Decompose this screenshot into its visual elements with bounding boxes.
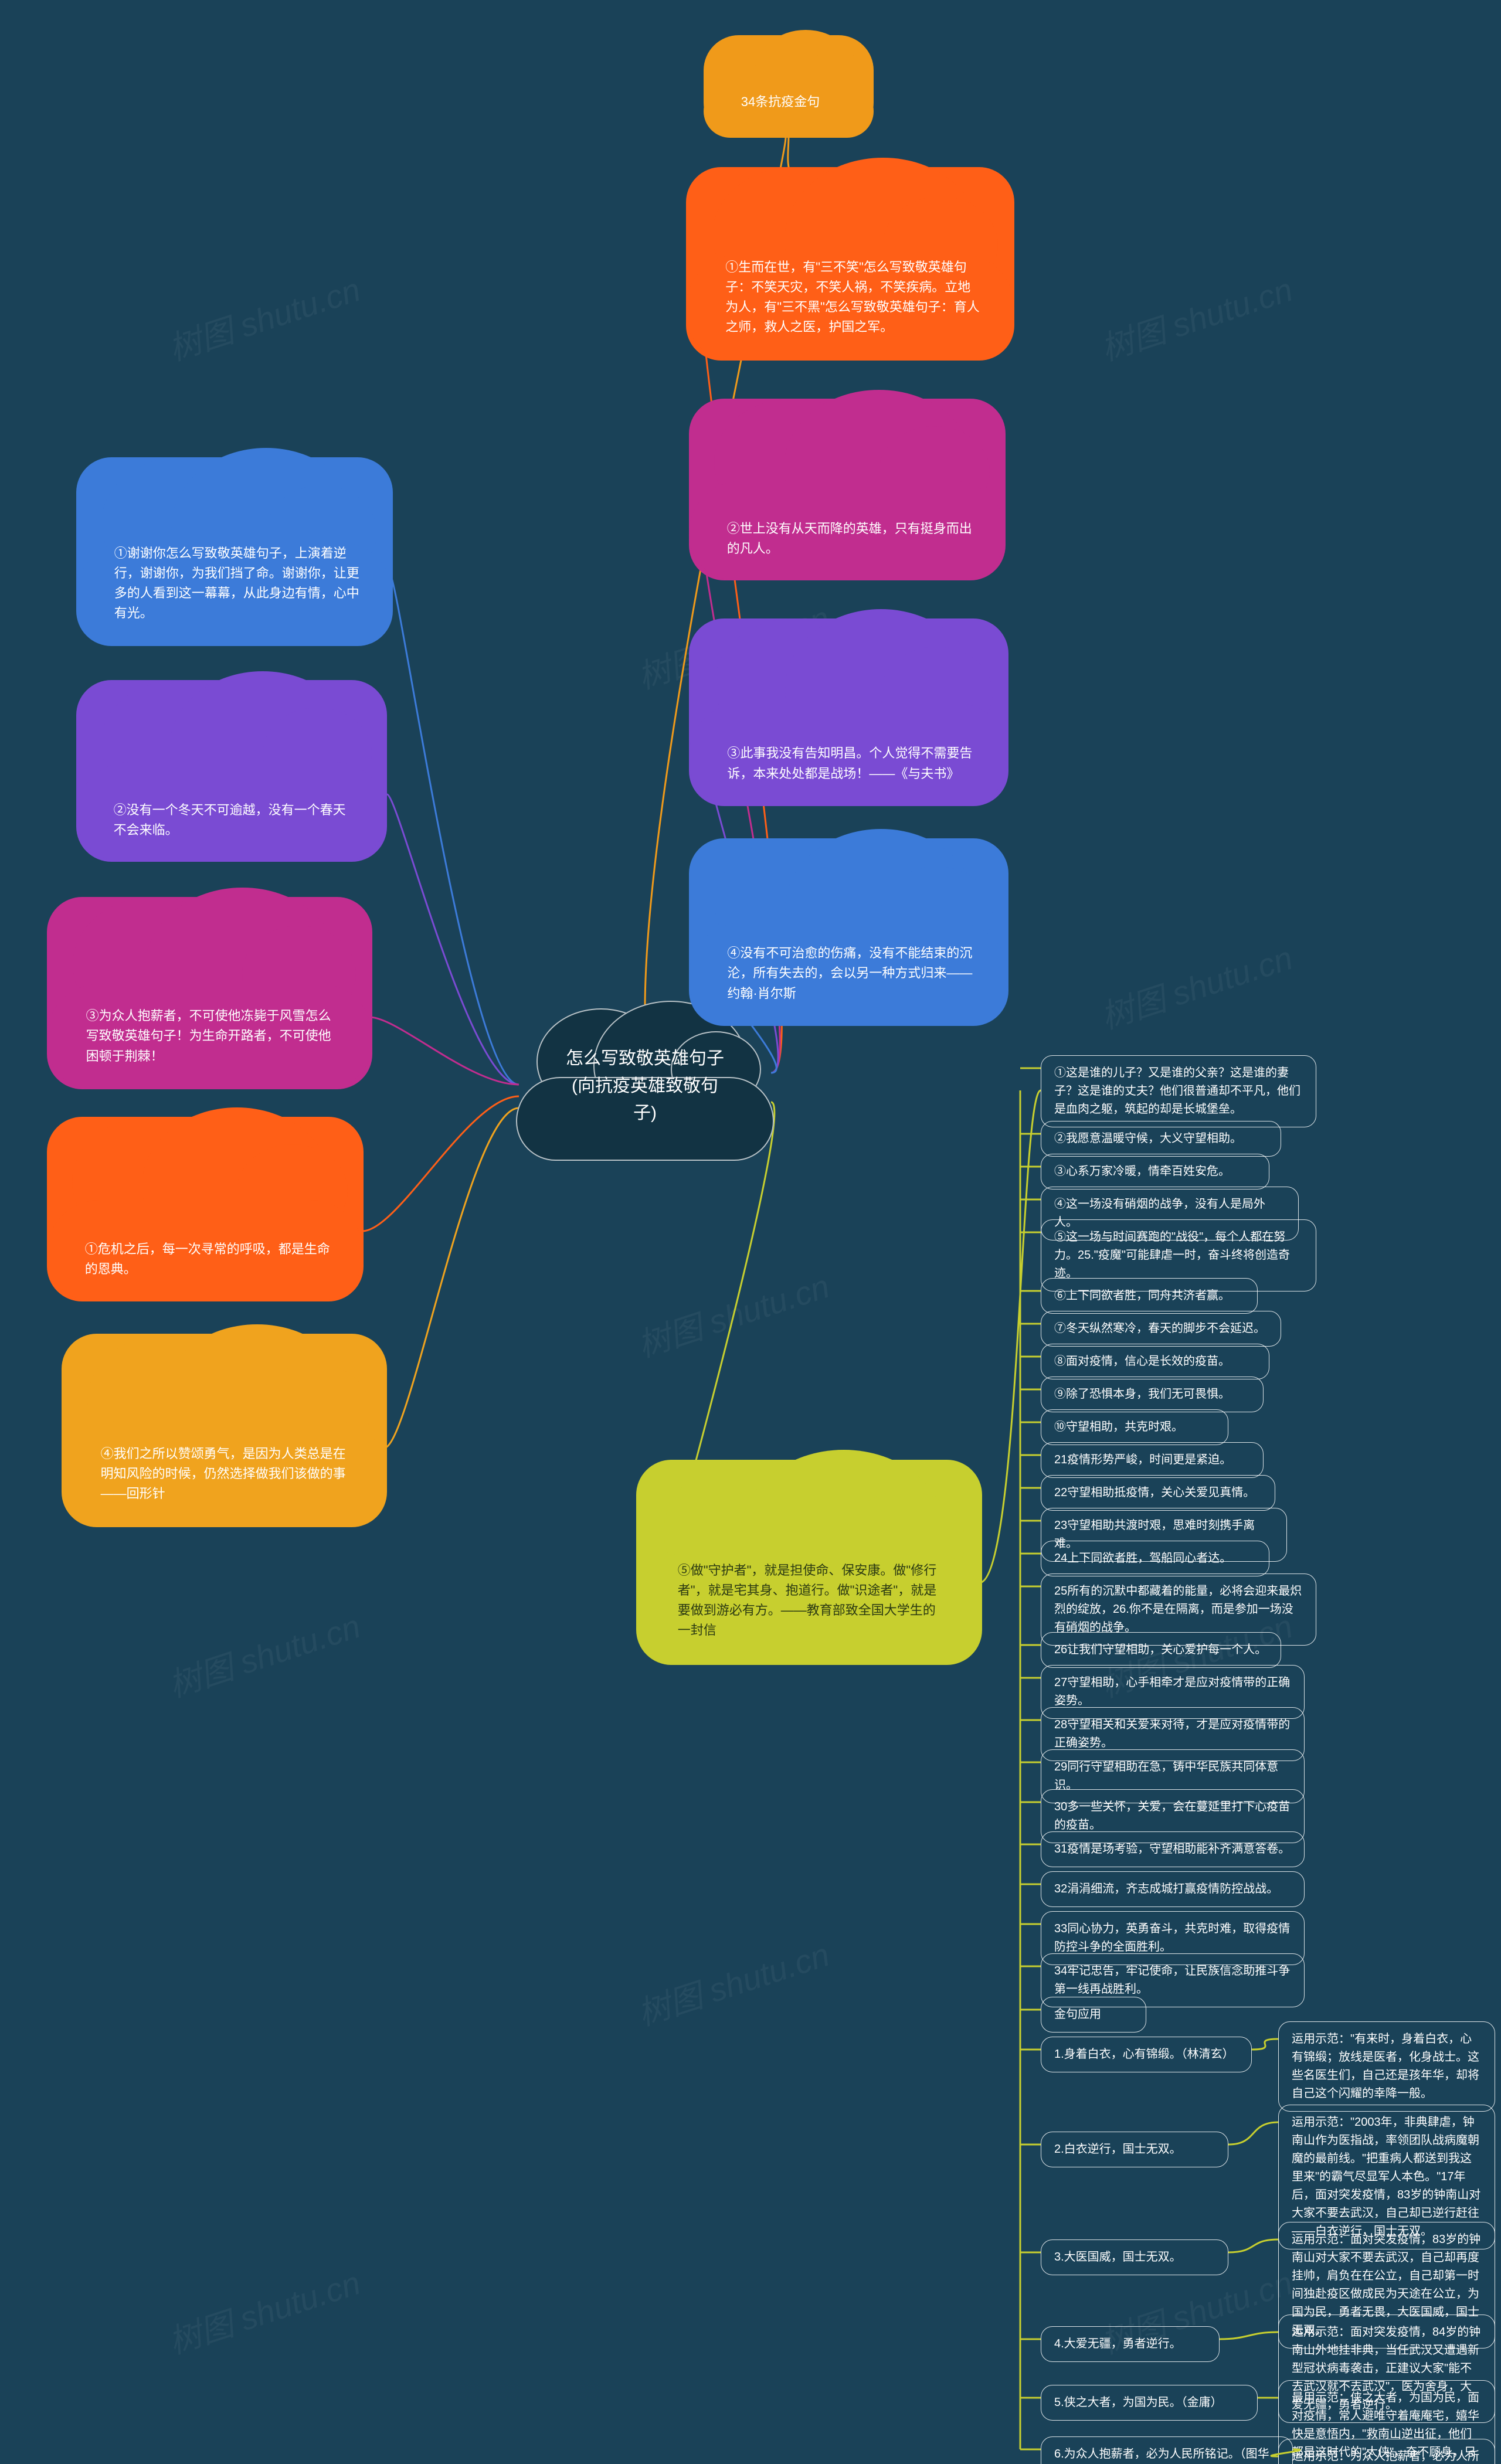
pill-node: 31疫情是场考验，守望相助能补齐满意答卷。	[1041, 1831, 1305, 1867]
pill-node: 5.侠之大者，为国为民。（金庸）	[1041, 2385, 1258, 2421]
cloud-label: ②没有一个冬天不可逾越，没有一个春天不会来临。	[114, 800, 356, 840]
cloud-left-3: ③为众人抱薪者，不可使他冻毙于风雪怎么写致敬英雄句子！为生命开路者，不可使他困顿…	[47, 897, 372, 1089]
pill-node: ⑨除了恐惧本身，我们无可畏惧。	[1041, 1377, 1264, 1412]
cloud-label: ③此事我没有告知明昌。个人觉得不需要告诉，本来处处都是战场！——《与夫书》	[727, 743, 976, 783]
pill-node: ⑥上下同欲者胜，同舟共济者赢。	[1041, 1278, 1258, 1314]
watermark: 树图 shutu.cn	[631, 1929, 835, 2035]
cloud-label: ④我们之所以赞颂勇气，是因为人类总是在明知风险的时候，仍然选择做我们该做的事——…	[101, 1444, 355, 1504]
mindmap-canvas: 树图 shutu.cn 树图 shutu.cn 树图 shutu.cn 树图 s…	[0, 0, 1501, 2464]
cloud-right-3: ③此事我没有告知明昌。个人觉得不需要告诉，本来处处都是战场！——《与夫书》	[689, 618, 1008, 806]
pill-node: ③心系万家冷暖，情牵百姓安危。	[1041, 1154, 1269, 1189]
watermark: 树图 shutu.cn	[1094, 264, 1298, 371]
watermark: 树图 shutu.cn	[162, 2257, 366, 2364]
pill-node: 1.身着白衣，心有锦缎。（林清玄）	[1041, 2037, 1252, 2072]
pill-node: 金句应用	[1041, 1997, 1146, 2033]
pill-node: ⑧面对疫情，信心是长效的疫苗。	[1041, 1344, 1269, 1379]
cloud-top-small: 34条抗疫金句	[704, 35, 874, 138]
cloud-label: ①生而在世，有"三不笑"怎么写致敬英雄句子：不笑天灾，不笑人祸，不笑疾病。立地为…	[725, 257, 982, 337]
pill-node: ①这是谁的儿子？又是谁的父亲？这是谁的妻子？这是谁的丈夫？他们很普通却不平凡，他…	[1041, 1055, 1316, 1127]
pill-node: 4.大爱无疆，勇者逆行。	[1041, 2326, 1220, 2362]
cloud-label: ①危机之后，每一次寻常的呼吸，都是生命的恩典。	[85, 1239, 332, 1279]
cloud-label: ④没有不可治愈的伤痛，没有不能结束的沉沦，所有失去的，会以另一种方式归来——约翰…	[727, 943, 976, 1003]
cloud-left-1: ①谢谢你怎么写致敬英雄句子，上演着逆行，谢谢你，为我们挡了命。谢谢你，让更多的人…	[76, 457, 393, 646]
cloud-right-5: ⑤做"守护者"，就是担使命、保安康。做"修行者"，就是宅其身、抱道行。做"识途者…	[636, 1460, 982, 1665]
cloud-label: ②世上没有从天而降的英雄，只有挺身而出的凡人。	[727, 519, 974, 559]
pill-usage-node: 运用示范：为众人抱薪者，必为人所铭记。成为民者，我们不会忘记，当这片上疫，我们知…	[1278, 2439, 1495, 2464]
pill-node: 26让我们守望相助，关心爱护每一个人。	[1041, 1632, 1281, 1668]
watermark: 树图 shutu.cn	[1094, 932, 1298, 1039]
pill-node: 2.白衣逆行，国士无双。	[1041, 2132, 1228, 2167]
cloud-left-2: ②没有一个冬天不可逾越，没有一个春天不会来临。	[76, 680, 387, 862]
pill-node: 6.为众人抱薪者，必为人民所铭记。（图华网）	[1041, 2436, 1293, 2464]
cloud-label: 34条抗疫金句	[741, 92, 857, 112]
center-topic: 怎么写致敬英雄句子(向抗疫英雄致敬句子)	[516, 1008, 774, 1161]
pill-node: ⑦冬天纵然寒冷，春天的脚步不会延迟。	[1041, 1311, 1281, 1347]
cloud-right-1: ①生而在世，有"三不笑"怎么写致敬英雄句子：不笑天灾，不笑人祸，不笑疾病。立地为…	[686, 167, 1014, 361]
pill-usage-node: 运用示范："有来时，身着白衣，心有锦缎；放线是医者，化身战士。这些名医生们，自己…	[1278, 2021, 1495, 2112]
cloud-left-4: ①危机之后，每一次寻常的呼吸，都是生命的恩典。	[47, 1117, 364, 1301]
cloud-left-5: ④我们之所以赞颂勇气，是因为人类总是在明知风险的时候，仍然选择做我们该做的事——…	[62, 1334, 387, 1527]
pill-node: 3.大医国威，国士无双。	[1041, 2239, 1228, 2275]
cloud-label: ⑤做"守护者"，就是担使命、保安康。做"修行者"，就是宅其身、抱道行。做"识途者…	[678, 1561, 948, 1640]
cloud-label: ①谢谢你怎么写致敬英雄句子，上演着逆行，谢谢你，为我们挡了命。谢谢你，让更多的人…	[114, 543, 361, 623]
watermark: 树图 shutu.cn	[162, 1600, 366, 1707]
pill-node: ②我愿意温暖守候，大义守望相助。	[1041, 1121, 1281, 1157]
pill-node: 24上下同欲者胜，驾船同心者达。	[1041, 1541, 1269, 1576]
pill-node: ⑩守望相助，共克时艰。	[1041, 1409, 1228, 1445]
cloud-right-4: ④没有不可治愈的伤痛，没有不能结束的沉沦，所有失去的，会以另一种方式归来——约翰…	[689, 838, 1008, 1026]
pill-node: 22守望相助抵疫情，关心关爱见真情。	[1041, 1475, 1275, 1511]
cloud-label: ③为众人抱薪者，不可使他冻毙于风雪怎么写致敬英雄句子！为生命开路者，不可使他困顿…	[86, 1006, 340, 1066]
pill-node: 32涓涓细流，齐志成城打赢疫情防控战战。	[1041, 1871, 1305, 1907]
watermark: 树图 shutu.cn	[162, 264, 366, 371]
cloud-right-2: ②世上没有从天而降的英雄，只有挺身而出的凡人。	[689, 399, 1006, 580]
center-label: 怎么写致敬英雄句子(向抗疫英雄致敬句子)	[562, 1045, 728, 1127]
pill-node: 21疫情形势严峻，时间更是紧迫。	[1041, 1442, 1264, 1478]
watermark: 树图 shutu.cn	[631, 1260, 835, 1367]
